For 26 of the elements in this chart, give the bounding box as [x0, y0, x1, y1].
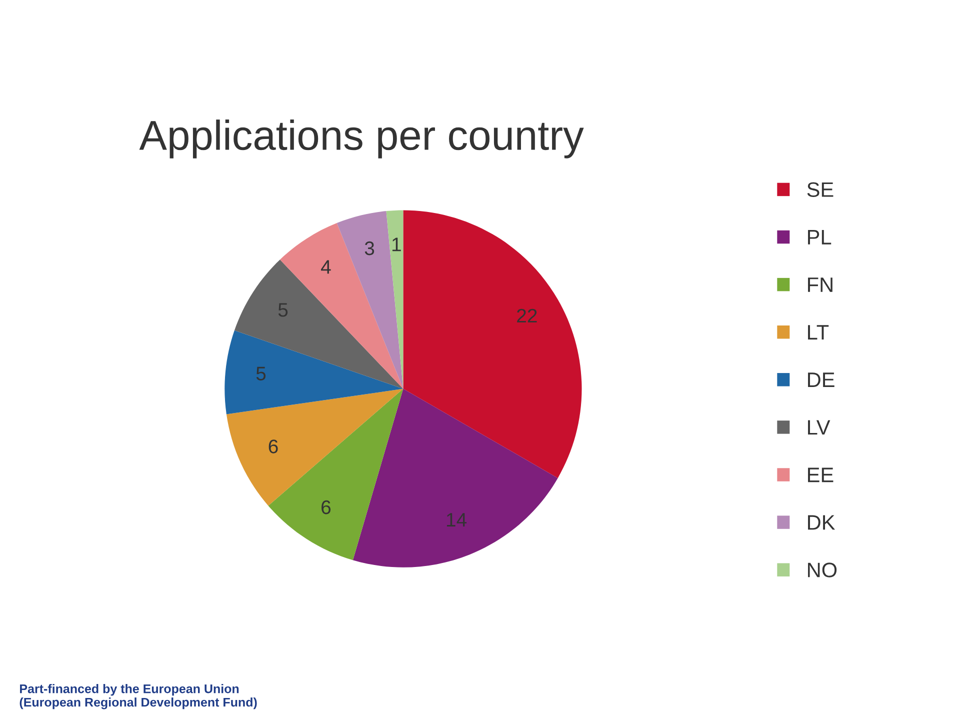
data-label: 5 — [256, 366, 266, 380]
data-label: 22 — [517, 308, 537, 322]
data-label: 1 — [392, 238, 401, 252]
pie-slice — [336, 211, 404, 389]
data-label: 14 — [446, 513, 467, 526]
pie-slice — [268, 388, 404, 560]
legend-label: DE — [808, 372, 834, 387]
data-label: 3 — [364, 241, 374, 256]
legend-label: LT — [808, 325, 829, 340]
legend-label: DK — [808, 515, 836, 530]
pie-slice — [234, 260, 404, 389]
data-label: 6 — [322, 500, 331, 514]
legend-label: SE — [807, 182, 834, 198]
data-label: 6 — [268, 440, 278, 454]
data-label: 4 — [321, 260, 331, 274]
pie-slice — [352, 388, 558, 568]
chart-title: Applications per country — [139, 120, 584, 158]
legend-label: NO — [808, 562, 837, 578]
pie-slice — [403, 210, 582, 478]
legend-label: PL — [808, 230, 832, 244]
pie-slice — [224, 330, 404, 414]
legend-label: LV — [808, 420, 830, 435]
text: Part-financed by the European Union (European Regional Development Fund) — [20, 684, 257, 710]
pie-slice — [280, 223, 404, 389]
legend-label: FN — [808, 278, 832, 292]
legend-label: EE — [808, 468, 834, 482]
